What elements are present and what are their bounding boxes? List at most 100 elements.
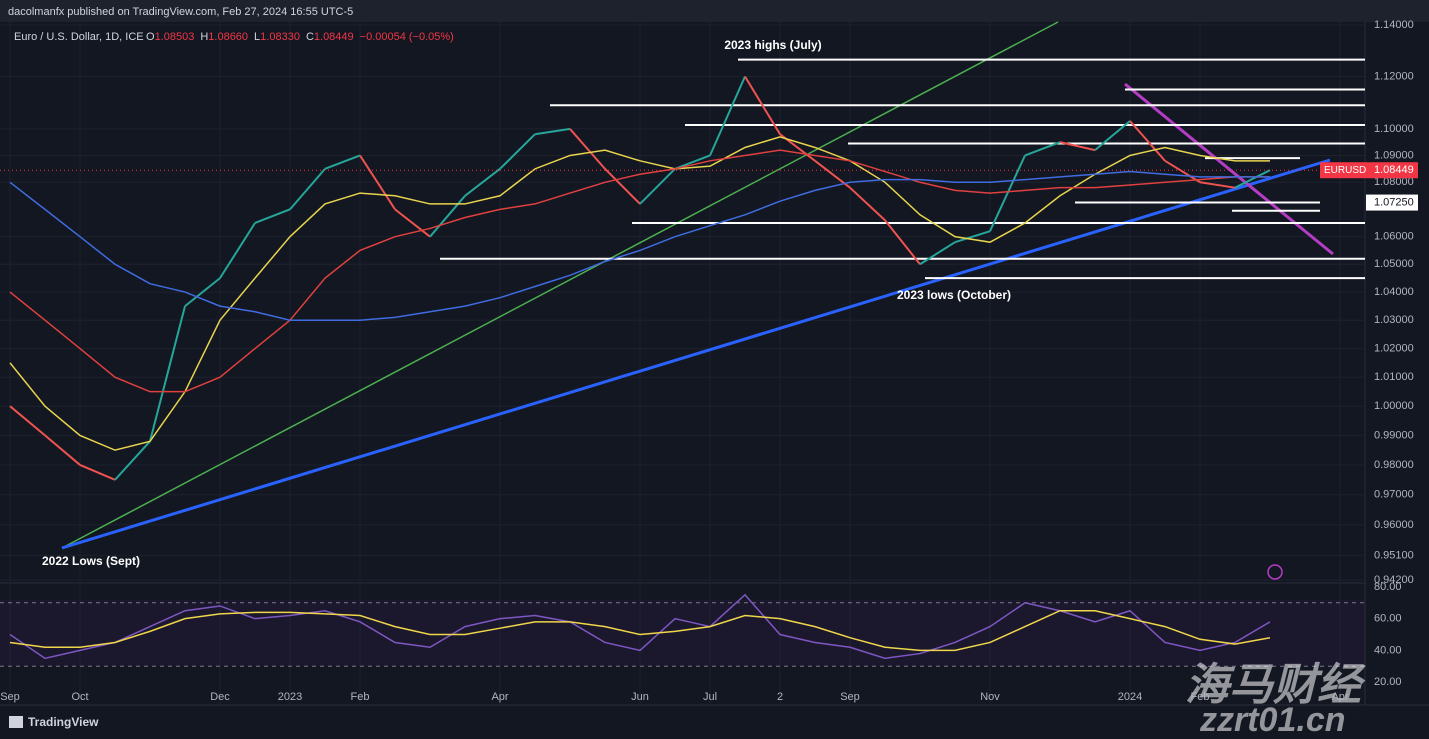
header-text: dacolmanfx published on TradingView.com,… [8, 6, 353, 18]
price-segment [254, 208, 291, 224]
ohlc-key: C [306, 31, 314, 43]
annotation: 2023 lows (October) [897, 288, 1011, 302]
price-segment [464, 168, 501, 197]
y-tick-label: 0.97000 [1374, 489, 1414, 501]
y-tick-label: 0.95100 [1374, 549, 1414, 561]
x-tick-label: Sep [840, 691, 860, 703]
y-tick-label: 1.14000 [1374, 19, 1414, 31]
price-segment [989, 155, 1026, 232]
watermark: 海马财经 [1185, 661, 1366, 710]
x-tick-label: 2 [777, 691, 783, 703]
price-segment [674, 154, 711, 170]
rsi-tick-label: 60.00 [1374, 613, 1402, 625]
price-segment [569, 128, 606, 170]
annotation: 2023 highs (July) [724, 38, 821, 52]
y-tick-label: 1.06000 [1374, 231, 1414, 243]
price-segment [954, 230, 991, 244]
y-tick-label: 1.04000 [1374, 286, 1414, 298]
ohlc-value: 1.08330 [260, 31, 300, 43]
price-segment [1199, 181, 1236, 189]
plot [0, 58, 1365, 667]
y-tick-label: 1.00000 [1374, 400, 1414, 412]
series-line [9, 170, 1270, 321]
x-tick-label: Jun [631, 691, 649, 703]
price-segment [79, 464, 116, 481]
ohlc-key: H [200, 31, 208, 43]
price-segment [149, 305, 186, 442]
price-segment [359, 154, 396, 210]
price-tag-symbol: EURUSD [1324, 165, 1366, 176]
y-tick-label: 1.09000 [1374, 149, 1414, 161]
price-segment [709, 76, 746, 156]
x-tick-label: Jul [703, 691, 717, 703]
price-tag [1320, 162, 1366, 179]
rsi-tick-label: 20.00 [1374, 676, 1402, 688]
price-segment [919, 241, 956, 266]
price-segment [744, 75, 781, 135]
icon[interactable] [1267, 564, 1283, 580]
x-tick-label: Dec [210, 691, 230, 703]
price-segment [499, 133, 536, 170]
price-segment [1234, 169, 1271, 189]
y-tick-label: 1.03000 [1374, 314, 1414, 326]
annotation: 2022 Lows (Sept) [42, 554, 140, 568]
y-tick-label: 1.01000 [1374, 371, 1414, 383]
y-tick-label: 1.02000 [1374, 342, 1414, 354]
price-segment [324, 154, 361, 170]
logo [9, 716, 23, 728]
price-segment [394, 208, 431, 238]
price-segment [1059, 141, 1096, 152]
grid [0, 22, 1365, 705]
y-tick-label: 0.99000 [1374, 429, 1414, 441]
price-segment [884, 219, 921, 265]
price-segment [429, 195, 466, 238]
x-tick-label: Apr [491, 691, 508, 703]
series-line [9, 136, 1270, 451]
rsi-tick-label: 80.00 [1374, 581, 1402, 593]
y-tick-label: 1.10000 [1374, 123, 1414, 135]
price-segment [114, 440, 151, 481]
ohlc-value: 1.08449 [314, 31, 354, 43]
trendline-blue [61, 158, 1331, 550]
level-tag-value: 1.07250 [1374, 196, 1414, 208]
price-segment [639, 168, 676, 205]
series-line [9, 609, 1271, 652]
x-tick-label: 2023 [278, 691, 302, 703]
ohlc-key: L [254, 31, 260, 43]
y-tick-label: 0.98000 [1374, 459, 1414, 471]
price-segment [534, 127, 571, 136]
ohlc-value: −0.00054 (−0.05%) [360, 31, 454, 43]
rsi-band [0, 600, 1365, 666]
x-tick-label: 2024 [1118, 691, 1142, 703]
ohlc-key: O [146, 31, 155, 43]
trendline-green [61, 21, 1059, 549]
y-tick-label: 0.96000 [1374, 519, 1414, 531]
price-segment [1164, 159, 1201, 184]
price-tag [1366, 162, 1418, 179]
ohlc-value: 1.08503 [155, 31, 195, 43]
series-line [9, 149, 1270, 393]
ohlc-value: 1.08660 [208, 31, 248, 43]
symbol-text: Euro / U.S. Dollar, 1D, ICE [14, 31, 144, 43]
trendline-purple [1124, 82, 1334, 256]
x-tick-label: Apr [1331, 691, 1348, 703]
price-segment [1024, 141, 1061, 157]
price-segment [1094, 120, 1131, 151]
y-tick-label: 0.94200 [1374, 574, 1414, 586]
watermark: zzrt01.cn [1199, 701, 1346, 739]
y-tick-label: 1.05000 [1374, 258, 1414, 270]
price-segment [219, 222, 256, 279]
footer: TradingView [28, 715, 99, 729]
y-tick-label: 1.08000 [1374, 176, 1414, 188]
x-tick-label: Sep [0, 691, 20, 703]
x-tick-label: Nov [980, 691, 1000, 703]
price-segment [9, 405, 46, 437]
y-tick-label: 1.12000 [1374, 70, 1414, 82]
price-segment [184, 277, 221, 307]
rsi-tick-label: 40.00 [1374, 644, 1402, 656]
x-tick-label: Feb [1191, 691, 1210, 703]
price-segment [289, 168, 326, 211]
price-tag-value: 1.08449 [1374, 164, 1414, 176]
price-segment [44, 434, 81, 466]
